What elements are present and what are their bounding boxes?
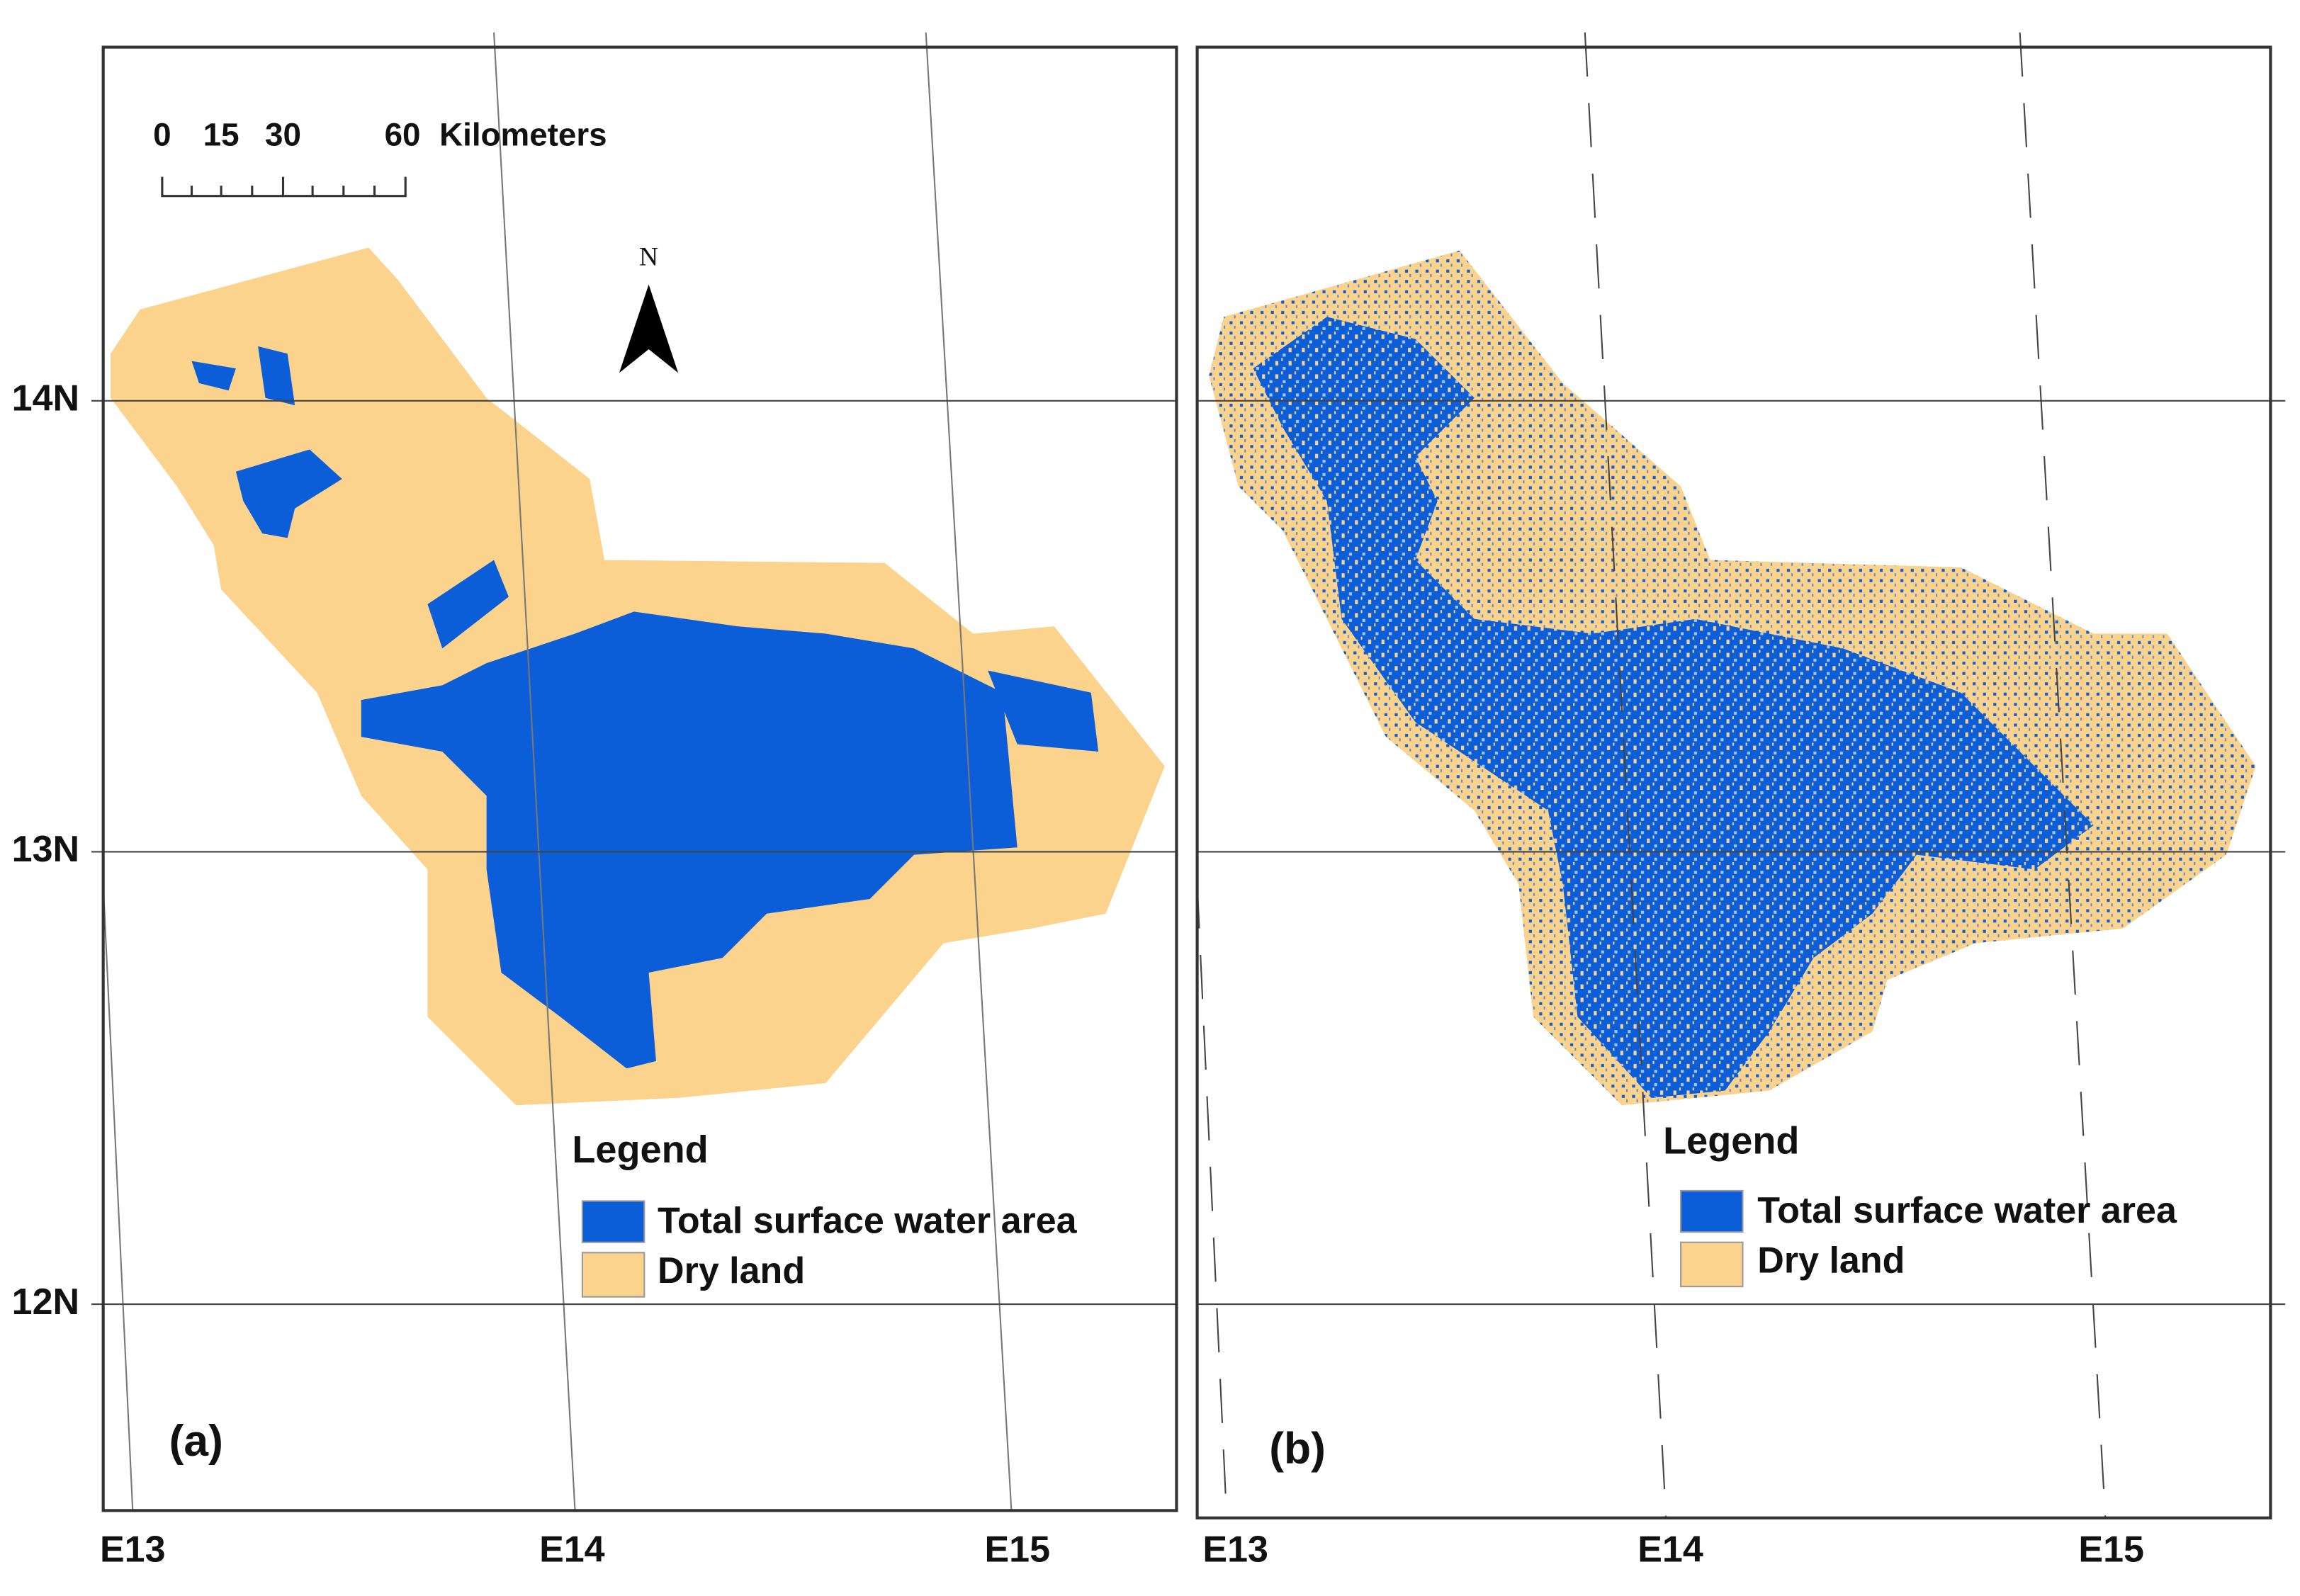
lat-label: 12N — [12, 1281, 79, 1323]
lon-label: E13 — [100, 1529, 166, 1570]
lon-label: E14 — [1637, 1529, 1703, 1570]
scale-bar — [161, 176, 407, 198]
meridian — [102, 884, 134, 1511]
surface-water — [988, 670, 1099, 752]
lon-label: E13 — [1202, 1529, 1268, 1570]
surface-water — [361, 611, 1017, 1069]
graticule — [1196, 32, 2286, 1518]
panel-label: (b) — [1269, 1425, 1326, 1473]
scale-label: 60 — [385, 117, 421, 153]
lon-label: E15 — [2078, 1529, 2144, 1570]
legend-label: Total surface water area — [1757, 1190, 2177, 1231]
frame — [101, 45, 1178, 1512]
surface-water — [427, 560, 509, 649]
graticule — [91, 32, 1177, 1511]
legend-label: Dry land — [1757, 1240, 1905, 1281]
scale-label: 15 — [203, 117, 239, 153]
legend-swatch — [581, 1200, 646, 1243]
meridian — [493, 32, 576, 1511]
legend-swatch — [1680, 1241, 1744, 1288]
lon-label: E14 — [539, 1529, 605, 1570]
legend-label: Dry land — [658, 1250, 805, 1291]
scale-label: 0 — [153, 117, 171, 153]
lat-label: 14N — [12, 378, 79, 419]
legend-swatch — [1680, 1189, 1744, 1233]
surface-water — [235, 449, 342, 538]
panel-label: (a) — [169, 1417, 223, 1466]
legend-title: Legend — [572, 1128, 708, 1171]
panel-b: E13 E14 E15 Legend Total surface water a… — [1195, 32, 2286, 1570]
surface-water — [1253, 317, 2094, 1098]
meridian — [1196, 884, 1228, 1518]
lat-label: 13N — [12, 829, 79, 870]
panel-a: 0 15 30 60 Kilometers N 14N 13N 12N E13 … — [12, 32, 1178, 1570]
frame — [1195, 45, 2272, 1519]
lon-label: E15 — [984, 1529, 1050, 1570]
meridian — [2019, 32, 2107, 1518]
legend-label: Total surface water area — [658, 1200, 1078, 1241]
north-label: N — [639, 243, 658, 272]
scale-unit: Kilometers — [439, 117, 607, 153]
legend-swatch — [581, 1252, 646, 1298]
surface-water — [191, 361, 236, 391]
legend-title: Legend — [1663, 1120, 1799, 1162]
scale-label: 30 — [265, 117, 301, 153]
meridian — [1584, 32, 1667, 1518]
north-arrow — [619, 284, 679, 373]
meridian — [925, 32, 1013, 1511]
surface-water — [258, 346, 295, 406]
